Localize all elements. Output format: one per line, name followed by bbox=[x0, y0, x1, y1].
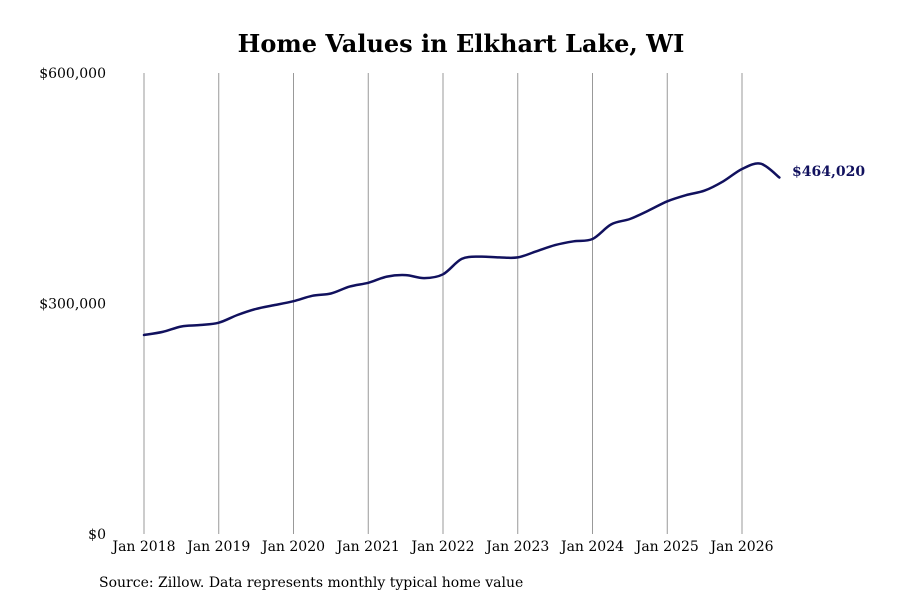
y-tick-label: $600,000 bbox=[39, 66, 106, 82]
end-value-label: $464,020 bbox=[792, 164, 865, 180]
x-tick-label: Jan 2021 bbox=[335, 539, 400, 555]
gridlines bbox=[143, 73, 743, 534]
x-tick-label: Jan 2018 bbox=[110, 539, 175, 555]
series-group bbox=[142, 162, 781, 337]
chart-title: Home Values in Elkhart Lake, WI bbox=[238, 29, 685, 58]
series-line-0 bbox=[142, 162, 781, 337]
x-tick-label: Jan 2023 bbox=[484, 539, 549, 555]
x-tick-label: Jan 2026 bbox=[708, 539, 773, 555]
y-tick-label: $300,000 bbox=[39, 297, 106, 313]
x-tick-label: Jan 2019 bbox=[185, 539, 250, 555]
y-axis-ticks: $0 $300,000 $600,000 bbox=[39, 66, 106, 543]
source-note: Source: Zillow. Data represents monthly … bbox=[99, 575, 523, 591]
x-tick-label: Jan 2022 bbox=[409, 539, 474, 555]
x-tick-label: Jan 2025 bbox=[634, 539, 699, 555]
y-tick-label: $0 bbox=[88, 527, 106, 543]
x-tick-label: Jan 2024 bbox=[559, 539, 624, 555]
x-axis-ticks: Jan 2018 Jan 2019 Jan 2020 Jan 2021 Jan 2022… bbox=[110, 539, 773, 555]
x-tick-label: Jan 2020 bbox=[260, 539, 325, 555]
